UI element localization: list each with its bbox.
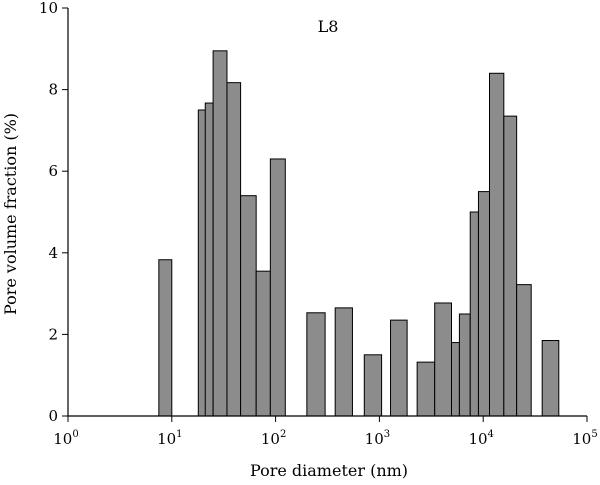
- bar-8: [306, 312, 326, 417]
- x-tick-label-0: 100: [53, 429, 78, 448]
- bar-15: [458, 313, 471, 417]
- y-ticks: 0 2 4 6 8 10: [39, 0, 68, 425]
- bar-6: [255, 270, 271, 417]
- bar-20: [516, 284, 532, 417]
- bar-5: [240, 195, 257, 417]
- axes: [67, 8, 587, 417]
- bar-4: [226, 82, 242, 417]
- bar-3: [212, 50, 228, 417]
- bars: [158, 50, 560, 417]
- x-tick-label-3: 103: [365, 429, 390, 448]
- y-axis-title: Pore volume fraction (%): [1, 113, 20, 315]
- bar-14: [451, 342, 460, 417]
- bar-21: [541, 340, 560, 417]
- x-ticks: 100 101 102 103 104 105: [53, 416, 598, 448]
- y-tick-label-2: 4: [48, 244, 58, 262]
- bar-18: [489, 72, 505, 417]
- y-tick-label-0: 0: [48, 407, 58, 425]
- bar-16: [469, 211, 479, 417]
- bar-11: [390, 319, 408, 417]
- y-tick-label-4: 8: [48, 81, 58, 99]
- bar-17: [477, 191, 491, 417]
- bar-12: [416, 361, 436, 417]
- bar-2: [204, 102, 214, 417]
- x-tick-label-5: 105: [572, 429, 597, 448]
- y-tick-label-3: 6: [48, 162, 58, 180]
- x-tick-label-4: 104: [468, 429, 493, 448]
- bar-9: [334, 307, 353, 417]
- bar-19: [503, 115, 518, 417]
- bar-0: [158, 259, 173, 417]
- y-tick-label-1: 2: [48, 325, 58, 343]
- bar-7: [269, 158, 286, 417]
- y-tick-label-5: 10: [39, 0, 58, 17]
- x-tick-label-2: 102: [261, 429, 286, 448]
- bar-13: [434, 302, 453, 417]
- x-tick-label-1: 101: [157, 429, 182, 448]
- chart-title: L8: [318, 17, 339, 36]
- x-axis-title: Pore diameter (nm): [250, 461, 408, 480]
- bar-10: [363, 354, 383, 417]
